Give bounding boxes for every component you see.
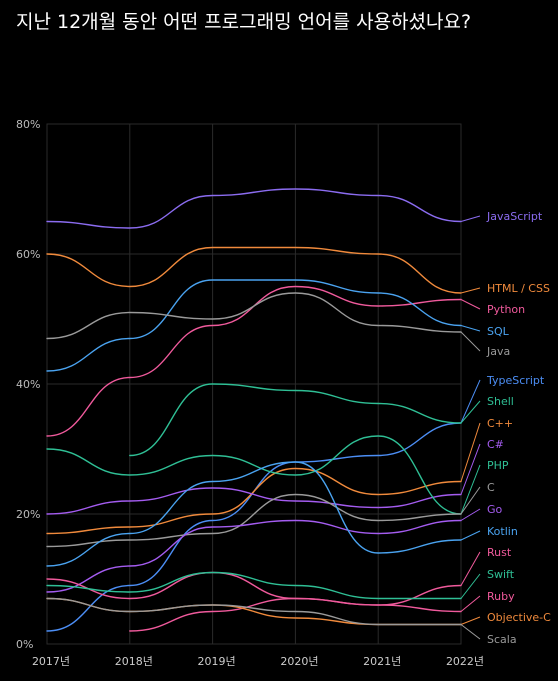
series-label-shell: Shell <box>487 395 514 408</box>
series-line-go <box>46 519 462 593</box>
series-line-c <box>46 467 462 535</box>
series-leader-c <box>460 422 481 482</box>
series-line-c <box>46 493 462 548</box>
series-line-c <box>46 487 462 515</box>
series-label-c: C# <box>487 438 504 451</box>
x-tick-label: 2019년 <box>198 655 236 668</box>
series-label-java: Java <box>486 345 510 358</box>
series-line-python <box>46 285 462 437</box>
series-leader-c <box>460 443 481 495</box>
series-label-python: Python <box>487 303 525 316</box>
series-label-ruby: Ruby <box>487 590 515 603</box>
series-label-c: C <box>487 481 495 494</box>
series-label-html-css: HTML / CSS <box>487 282 550 295</box>
series-line-php <box>46 435 462 515</box>
series-leader-go <box>460 508 481 521</box>
series-label-javascript: JavaScript <box>486 210 543 223</box>
series-line-kotlin <box>46 461 462 567</box>
y-tick-label: 80% <box>16 118 40 131</box>
series-leader-c <box>460 486 481 515</box>
series-leader-swift <box>460 573 481 599</box>
series-label-go: Go <box>487 503 503 516</box>
x-tick-label: 2020년 <box>280 655 318 668</box>
series-line-swift <box>46 571 462 600</box>
series-leader-java <box>460 331 481 352</box>
series-line-sql <box>46 279 462 372</box>
series-leader-html-css <box>460 287 481 294</box>
series-line-javascript <box>46 188 462 229</box>
series-line-scala <box>46 597 462 626</box>
series-line-typescript <box>46 422 462 632</box>
x-tick-label: 2018년 <box>115 655 153 668</box>
series-leader-shell <box>460 400 481 424</box>
series-line-rust <box>46 571 462 606</box>
x-tick-label: 2017년 <box>32 655 70 668</box>
series-label-php: PHP <box>487 459 509 472</box>
x-tick-label: 2022년 <box>446 655 484 668</box>
series-line-java <box>46 292 462 340</box>
series-leader-objective-c <box>460 616 481 625</box>
series-leader-python <box>460 299 481 310</box>
series-line-shell <box>129 383 462 457</box>
series-label-kotlin: Kotlin <box>487 525 518 538</box>
series-leader-sql <box>460 325 481 332</box>
series-label-sql: SQL <box>487 325 510 338</box>
series-leader-rust <box>460 551 481 586</box>
series-label-objective-c: Objective-C <box>487 611 551 624</box>
series-label-swift: Swift <box>487 568 515 581</box>
series-label-scala: Scala <box>487 633 517 646</box>
series-label-rust: Rust <box>487 546 512 559</box>
series-leader-scala <box>460 624 481 640</box>
y-tick-label: 20% <box>16 508 40 521</box>
series-leader-typescript <box>460 379 481 424</box>
y-tick-label: 60% <box>16 248 40 261</box>
series-leader-php <box>460 464 481 515</box>
series-label-typescript: TypeScript <box>486 374 545 387</box>
y-tick-label: 40% <box>16 378 40 391</box>
series-line-ruby <box>129 597 462 632</box>
chart-title: 지난 12개월 동안 어떤 프로그래밍 언어를 사용하셨나요? <box>16 11 472 33</box>
series-leader-javascript <box>460 215 481 222</box>
series-leader-ruby <box>460 595 481 612</box>
y-tick-label: 0% <box>16 638 33 651</box>
series-line-html-css <box>46 246 462 294</box>
series-leader-kotlin <box>460 530 481 541</box>
series-label-c: C++ <box>487 417 513 430</box>
x-tick-label: 2021년 <box>363 655 401 668</box>
